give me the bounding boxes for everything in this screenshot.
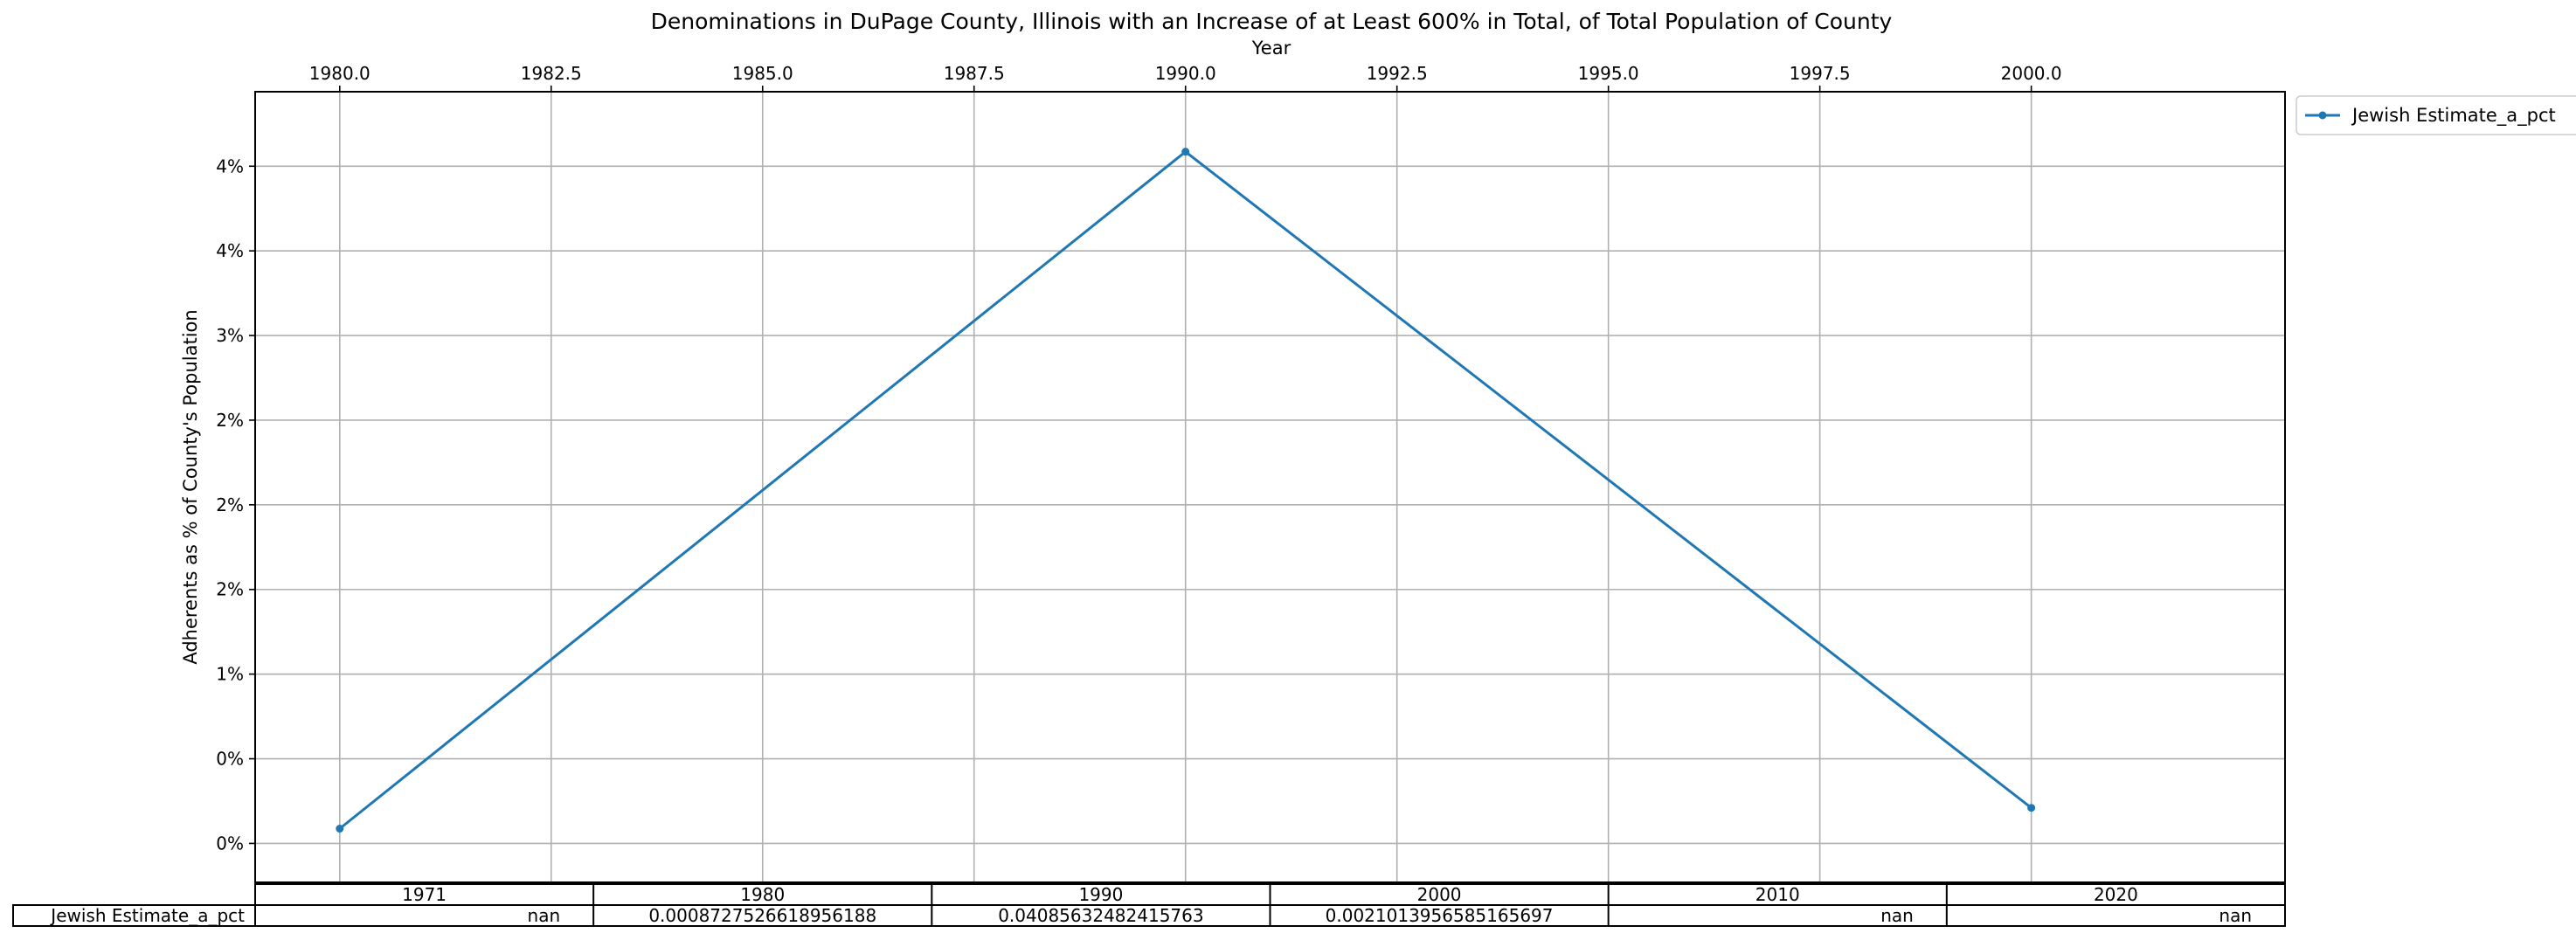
x-tick-label: 1980.0 xyxy=(309,63,370,84)
x-tick-label: 1990.0 xyxy=(1155,63,1216,84)
x-tick-label: 2000.0 xyxy=(2001,63,2062,84)
table-cell: nan xyxy=(1880,905,1914,926)
legend-marker xyxy=(2318,111,2327,120)
x-tick-label: 1987.5 xyxy=(944,63,1005,84)
y-tick-label: 4% xyxy=(216,240,244,261)
table-column-header: 1990 xyxy=(1078,884,1123,905)
table-column-header: 2010 xyxy=(1755,884,1800,905)
axis-ticks: 1980.0 1982.5 1985.0 1987.5 1990.0 1992.5 1995… xyxy=(216,63,2061,854)
y-tick-label: 2% xyxy=(216,494,244,515)
y-tick-label: 3% xyxy=(216,325,244,346)
x-tick-label: 1992.5 xyxy=(1367,63,1428,84)
table-cell: 0.0008727526618956188 xyxy=(648,905,876,926)
table-data-row xyxy=(12,904,2286,927)
x-tick-label: 1997.5 xyxy=(1790,63,1851,84)
table-cell: nan xyxy=(2219,905,2252,926)
data-point xyxy=(336,825,344,833)
legend-entry: Jewish Estimate_a_pct xyxy=(2351,105,2556,127)
y-axis-label: Adherents as % of County's Population xyxy=(180,309,201,664)
x-tick-label: 1982.5 xyxy=(521,63,582,84)
table-column-header: 2000 xyxy=(1417,884,1462,905)
x-tick-label: 1995.0 xyxy=(1578,63,1639,84)
table-column-header: 1980 xyxy=(740,884,785,905)
y-tick-label: 1% xyxy=(216,664,244,685)
chart-title: Denominations in DuPage County, Illinois… xyxy=(651,9,1893,34)
x-tick-label: 1985.0 xyxy=(732,63,793,84)
plot-frame xyxy=(254,91,2286,883)
data-point xyxy=(2027,804,2036,812)
data-table: 1971 1980 1990 2000 2010 2020 Jewish Estimate_… xyxy=(12,883,2286,927)
y-tick-label: 0% xyxy=(216,833,244,854)
data-point xyxy=(1181,148,1190,156)
table-cell: 0.04085632482415763 xyxy=(998,905,1203,926)
legend-box xyxy=(2296,95,2576,135)
table-column-header: 2020 xyxy=(2094,884,2138,905)
x-axis-label: Year xyxy=(1251,38,1291,59)
y-tick-label: 2% xyxy=(216,410,244,431)
y-tick-label: 2% xyxy=(216,579,244,600)
table-cell: nan xyxy=(528,905,561,926)
series-lines xyxy=(336,148,2036,833)
table-row-label: Jewish Estimate_a_pct xyxy=(49,905,245,926)
y-tick-label: 0% xyxy=(216,749,244,770)
table-cell: 0.002101395658516569​7 xyxy=(1326,905,1554,926)
grid-lines xyxy=(255,92,2285,882)
y-tick-label: 4% xyxy=(216,156,244,176)
legend: Jewish Estimate_a_pct xyxy=(2296,95,2576,135)
table-column-header: 1971 xyxy=(402,884,447,905)
